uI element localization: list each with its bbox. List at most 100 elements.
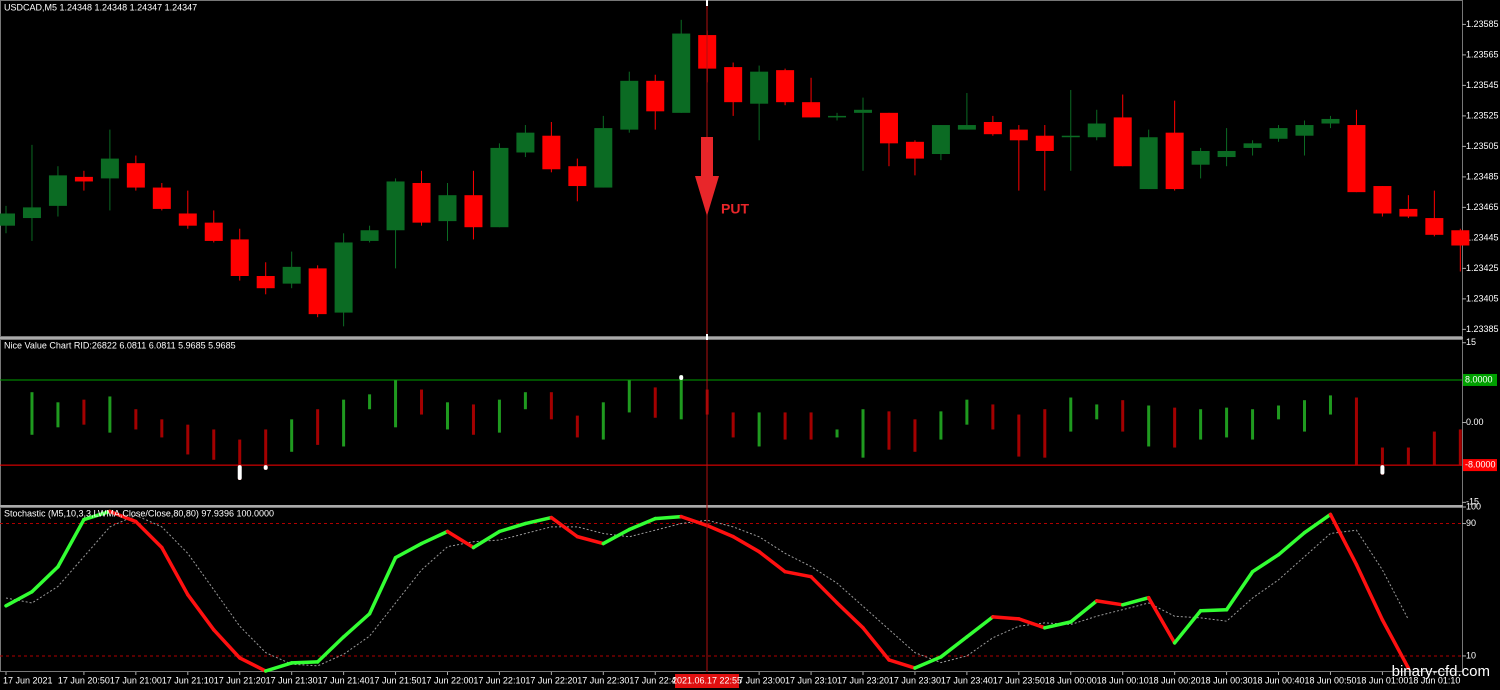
value-bar xyxy=(575,415,579,438)
stoch-segment xyxy=(393,541,424,560)
value-bar xyxy=(1458,429,1462,465)
candle-body xyxy=(776,70,795,103)
value-bar xyxy=(965,399,969,425)
candle-body xyxy=(646,80,665,112)
stoch-segment xyxy=(1198,608,1229,613)
value-bar xyxy=(82,399,86,425)
value-bar xyxy=(1277,405,1281,420)
stoch-segment xyxy=(160,545,190,597)
candle-body xyxy=(360,230,379,241)
x-tick-label: 18 Jun 00:00 xyxy=(1045,675,1097,685)
stoch-segment xyxy=(445,529,476,550)
value-bar xyxy=(160,419,164,438)
stoch-segment xyxy=(835,601,865,630)
candle-body xyxy=(412,182,431,223)
stoch-segment xyxy=(1069,599,1099,624)
candle-body xyxy=(1243,143,1262,148)
stoch-segment xyxy=(757,549,787,574)
candle-body xyxy=(1191,150,1210,165)
candle-body xyxy=(931,125,950,155)
crosshair-label: 2021.06.17 22:55 xyxy=(672,675,742,685)
value-bar xyxy=(653,387,657,418)
candle-body xyxy=(1373,186,1392,214)
x-tick-label: 17 Jun 22:10 xyxy=(473,675,525,685)
stoch-segment xyxy=(549,515,580,539)
x-tick-label: 18 Jun 00:50 xyxy=(1304,675,1356,685)
value-bar xyxy=(783,412,787,440)
extreme-mark xyxy=(237,465,242,480)
value-bar xyxy=(1432,431,1436,465)
stoch-segment xyxy=(965,615,995,639)
value-bar xyxy=(316,409,320,445)
x-tick-label: 17 Jun 20:50 xyxy=(58,675,110,685)
value-bar xyxy=(1069,397,1073,432)
candle-body xyxy=(100,158,119,179)
stoch-segment xyxy=(186,592,216,632)
value-bar xyxy=(264,429,268,470)
stoch-segment xyxy=(1043,620,1073,630)
x-tick-label: 17 Jun 21:20 xyxy=(214,675,266,685)
level-label: 8.0000 xyxy=(1465,374,1493,384)
value-bar xyxy=(1225,407,1229,438)
candle-body xyxy=(854,109,873,113)
candle-body xyxy=(1399,208,1418,217)
x-tick-label: 17 Jun 2021 xyxy=(3,675,53,685)
value-bar xyxy=(757,412,761,447)
level-box xyxy=(1463,459,1497,472)
value-bar xyxy=(549,392,553,420)
stoch-segment xyxy=(627,516,657,532)
stoch-segment xyxy=(56,517,86,569)
stoch-segment xyxy=(134,519,164,550)
y-tick-label: 15 xyxy=(1466,337,1476,347)
value-bar xyxy=(809,412,813,440)
candle-body xyxy=(1295,125,1314,136)
stoch-segment xyxy=(991,615,1021,621)
stoch-segment xyxy=(705,523,735,539)
value-bar xyxy=(368,394,372,410)
candle-body xyxy=(1347,125,1366,193)
value-bar xyxy=(420,389,424,415)
extreme-mark xyxy=(1380,465,1385,475)
x-tick-label: 17 Jun 23:40 xyxy=(941,675,993,685)
put-label: PUT xyxy=(721,201,749,217)
stoch-segment xyxy=(497,521,528,534)
x-tick-label: 17 Jun 22:20 xyxy=(525,675,577,685)
value-bar xyxy=(939,411,943,440)
x-tick-label: 17 Jun 21:40 xyxy=(318,675,370,685)
candle-body xyxy=(178,213,197,226)
stoch-title: Stochastic (M5,10,3,3,LWMA,Close/Close,8… xyxy=(4,508,274,518)
stoch-segment xyxy=(861,626,891,662)
x-tick-label: 17 Jun 23:30 xyxy=(889,675,941,685)
stoch-segment xyxy=(367,555,398,616)
candle-body xyxy=(750,71,769,104)
x-tick-label: 17 Jun 21:10 xyxy=(162,675,214,685)
x-tick-label: 18 Jun 01:00 xyxy=(1356,675,1408,685)
put-arrow-shaft xyxy=(701,137,713,177)
candle-body xyxy=(672,33,691,113)
y-tick-label: 1.23505 xyxy=(1466,141,1499,151)
y-tick-label: 1.23445 xyxy=(1466,232,1499,242)
value-bar xyxy=(835,429,839,438)
stoch-segment xyxy=(1017,617,1047,630)
value-bar xyxy=(1173,407,1177,448)
candle-body xyxy=(1035,135,1054,151)
value-bar xyxy=(186,424,190,455)
y-tick-label: 1.23425 xyxy=(1466,263,1499,273)
candle-body xyxy=(516,132,535,153)
candle-body xyxy=(879,112,898,144)
value-bar xyxy=(601,402,605,440)
candle-body xyxy=(230,239,249,277)
value-bar xyxy=(1406,447,1410,465)
value-bar xyxy=(56,402,60,428)
candle-body xyxy=(204,222,223,241)
value-bar xyxy=(861,409,865,458)
value-title: Nice Value Chart RID:26822 6.0811 6.0811… xyxy=(4,340,236,350)
x-tick-label: 18 Jun 00:10 xyxy=(1097,675,1149,685)
candle-body xyxy=(282,266,301,284)
stoch-segment xyxy=(30,564,60,594)
x-tick-label: 17 Jun 21:30 xyxy=(266,675,318,685)
put-arrow-head xyxy=(695,176,719,216)
value-bar xyxy=(887,411,891,450)
crosshair-box xyxy=(675,674,739,688)
